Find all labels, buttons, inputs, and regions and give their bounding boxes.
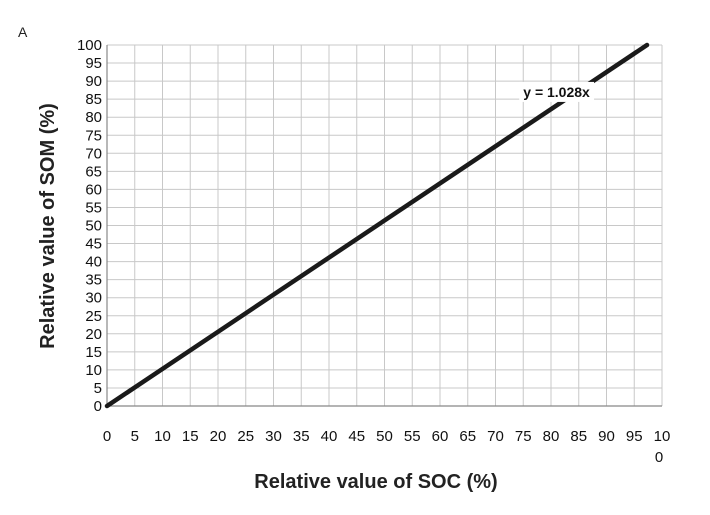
x-tick-label: 40 xyxy=(321,428,338,445)
y-tick-label: 100 xyxy=(77,37,102,54)
x-tick-labels: 0 5 10 15 20 25 30 35 40 45 50 55 60 65 70 75 80 85 90 95 10… xyxy=(103,428,671,466)
y-tick-label: 50 xyxy=(85,218,102,235)
equation-label: y = 1.028x xyxy=(523,84,590,100)
y-tick-label: 40 xyxy=(85,254,102,271)
x-tick-label: 5 xyxy=(131,428,139,445)
x-tick-label: 15 xyxy=(182,428,199,445)
axes xyxy=(106,45,662,407)
x-tick-label: 95 xyxy=(626,428,643,445)
x-tick-label: 85 xyxy=(570,428,587,445)
y-tick-label: 70 xyxy=(85,145,102,162)
y-tick-label: 60 xyxy=(85,181,102,198)
y-tick-label: 75 xyxy=(85,127,102,144)
y-tick-label: 55 xyxy=(85,199,102,216)
x-tick-label: 45 xyxy=(348,428,365,445)
x-tick-label: 80 xyxy=(543,428,560,445)
y-axis-title: Relative value of SOM (%) xyxy=(37,103,59,349)
y-tick-label: 35 xyxy=(85,272,102,289)
x-tick-label: 55 xyxy=(404,428,421,445)
y-tick-label: 90 xyxy=(85,73,102,90)
y-tick-label: 65 xyxy=(85,163,102,180)
x-tick-label: 0 xyxy=(103,428,111,445)
x-tick-label: 70 xyxy=(487,428,504,445)
x-tick-label: 25 xyxy=(237,428,254,445)
panel-label: A xyxy=(18,24,28,40)
y-tick-label: 0 xyxy=(94,398,102,415)
x-tick-label: 90 xyxy=(598,428,615,445)
x-axis-title: Relative value of SOC (%) xyxy=(254,471,497,493)
x-tick-label: 10 xyxy=(154,428,171,445)
x-tick-label: 65 xyxy=(459,428,476,445)
y-tick-label: 45 xyxy=(85,236,102,253)
y-tick-label: 5 xyxy=(94,380,102,397)
x-tick-label: 60 xyxy=(432,428,449,445)
y-tick-label: 95 xyxy=(85,55,102,72)
y-tick-label: 25 xyxy=(85,308,102,325)
x-tick-label: 35 xyxy=(293,428,310,445)
y-tick-label: 80 xyxy=(85,109,102,126)
series-line xyxy=(104,42,650,409)
y-tick-label: 30 xyxy=(85,290,102,307)
y-tick-label: 10 xyxy=(85,362,102,379)
y-tick-label: 20 xyxy=(85,326,102,343)
x-tick-label: 10 0 xyxy=(654,428,671,466)
equation-label-background xyxy=(519,81,595,102)
y-tick-label: 15 xyxy=(85,344,102,361)
x-tick-label: 75 xyxy=(515,428,532,445)
x-tick-label: 20 xyxy=(210,428,227,445)
series-layer xyxy=(104,42,650,409)
x-tick-label: 50 xyxy=(376,428,393,445)
x-tick-label: 30 xyxy=(265,428,282,445)
grid xyxy=(106,44,663,407)
annotation-layer: y = 1.028x xyxy=(519,81,595,102)
y-tick-label: 85 xyxy=(85,91,102,108)
